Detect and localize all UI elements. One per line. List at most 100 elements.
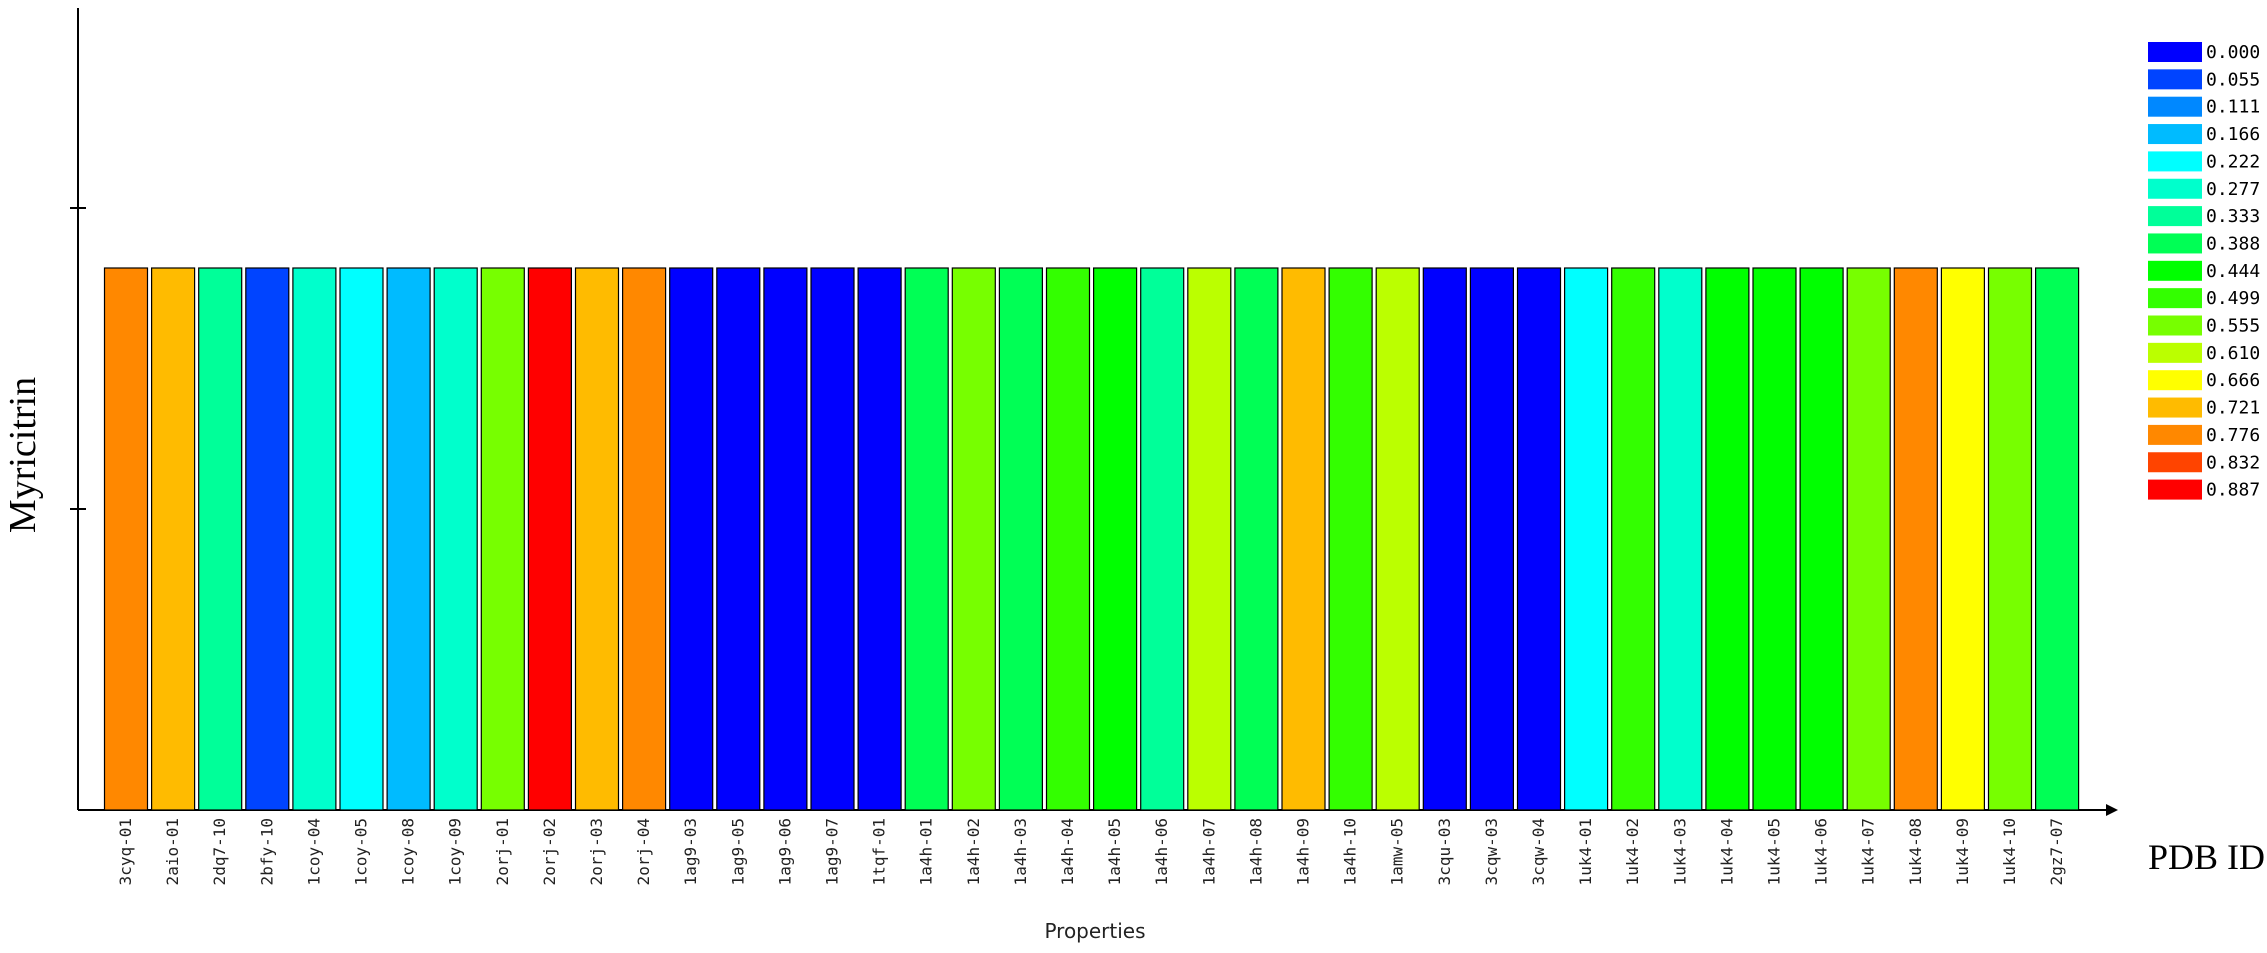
- x-tick-label: 1uk4-09: [1953, 818, 1972, 885]
- legend-swatch: [2148, 96, 2202, 117]
- x-tick-label: 1uk4-06: [1812, 818, 1831, 885]
- legend-swatch: [2148, 397, 2202, 418]
- y-axis-title: Myricitrin: [2, 377, 44, 533]
- bars: [103, 267, 2080, 811]
- x-tick-label: 2aio-01: [163, 818, 182, 885]
- legend-swatch: [2148, 452, 2202, 473]
- x-axis-title: PDB ID: [2148, 837, 2265, 877]
- legend-swatch: [2148, 151, 2202, 172]
- bar: [716, 267, 761, 811]
- bar: [998, 267, 1044, 811]
- bar: [2034, 267, 2080, 811]
- x-tick-label: 1a4h-06: [1152, 818, 1171, 885]
- legend-swatch: [2148, 124, 2202, 145]
- x-tick-label: 1a4h-02: [964, 818, 983, 885]
- bar: [480, 267, 525, 811]
- x-tick-label: 1uk4-07: [1859, 818, 1878, 885]
- bar: [1987, 267, 2033, 811]
- legend-swatch: [2148, 479, 2202, 500]
- legend-swatch: [2148, 260, 2202, 281]
- x-tick-label: 3cyq-01: [116, 818, 135, 885]
- x-tick-label: 1coy-05: [352, 818, 371, 885]
- legend-swatch: [2148, 42, 2202, 62]
- x-tick-label: 1uk4-10: [2000, 818, 2019, 885]
- bar: [1234, 267, 1279, 811]
- x-tick-label: 2gz7-07: [2047, 818, 2066, 885]
- x-tick-label: 3cqw-03: [1482, 818, 1501, 885]
- x-tick-label: 2orj-04: [634, 818, 653, 885]
- legend-label: 0.499: [2206, 288, 2260, 309]
- bar: [1328, 267, 1373, 811]
- bar: [292, 267, 337, 811]
- x-tick-label: 1coy-09: [446, 818, 465, 885]
- x-tick-label: 1uk4-03: [1670, 818, 1689, 885]
- x-tick-label: 1amw-05: [1388, 818, 1407, 885]
- legend-label: 0.055: [2206, 69, 2260, 90]
- x-axis-subtitle: Properties: [1044, 919, 1145, 943]
- bar: [1469, 267, 1515, 811]
- x-tick-label: 1uk4-05: [1765, 818, 1784, 885]
- x-tick-label: 1coy-08: [399, 818, 418, 885]
- legend-swatch: [2148, 178, 2202, 199]
- legend-swatch: [2148, 206, 2202, 227]
- bar: [1940, 267, 1986, 811]
- bar: [621, 267, 667, 811]
- x-tick-label: 1uk4-04: [1717, 818, 1736, 885]
- x-tick-label: 1a4h-05: [1105, 818, 1124, 885]
- x-tick-label: 2orj-02: [540, 818, 559, 885]
- x-axis-arrow: [2106, 804, 2118, 816]
- bar: [198, 267, 243, 811]
- x-tick-label: 1uk4-08: [1906, 818, 1925, 885]
- color-legend: 0.000 0.055 0.111 0.166 0.222 0.277 0.333 0.388…: [2148, 42, 2260, 501]
- legend-label: 0.111: [2206, 97, 2260, 118]
- bar: [433, 267, 478, 811]
- bar: [103, 267, 149, 811]
- legend-label: 0.610: [2206, 343, 2260, 364]
- x-tick-label: 1ag9-03: [681, 818, 700, 885]
- x-tick-label: 1coy-04: [304, 818, 323, 885]
- x-tick-label: 2orj-01: [493, 818, 512, 885]
- x-tick-label: 1uk4-01: [1576, 818, 1595, 885]
- legend-swatch: [2148, 288, 2202, 309]
- x-tick-label: 1uk4-02: [1623, 818, 1642, 885]
- x-tick-label: 1a4h-01: [917, 818, 936, 885]
- x-tick-label: 1ag9-07: [823, 818, 842, 885]
- bar: [1140, 267, 1185, 811]
- x-tick-label: 3cqu-03: [1435, 818, 1454, 885]
- bar: [1705, 267, 1750, 811]
- bar: [810, 267, 855, 811]
- legend-swatch: [2148, 69, 2202, 90]
- bar: [151, 267, 196, 811]
- x-tick-label: 1a4h-09: [1294, 818, 1313, 885]
- bar: [245, 267, 290, 811]
- legend-label: 0.222: [2206, 151, 2260, 172]
- bar: [1799, 267, 1844, 811]
- bar: [527, 267, 573, 811]
- bar: [1375, 267, 1420, 811]
- x-tick-label: 1ag9-06: [775, 818, 794, 885]
- bar: [1187, 267, 1232, 811]
- x-tick-label: 1tqf-01: [870, 818, 889, 885]
- x-tick-label: 2dq7-10: [210, 818, 229, 885]
- bar: [669, 267, 714, 811]
- bar: [1611, 267, 1656, 811]
- x-tick-labels: 3cyq-01 2aio-01 2dq7-10 2bfy-10 1coy-04 1coy-…: [116, 818, 2066, 885]
- bar: [1422, 267, 1467, 811]
- x-tick-label: 1a4h-08: [1246, 818, 1265, 885]
- bar: [1893, 267, 1938, 811]
- x-tick-label: 2orj-03: [587, 818, 606, 885]
- legend-label: 0.000: [2206, 42, 2260, 63]
- bar: [1658, 267, 1703, 811]
- bar: [763, 267, 808, 811]
- bar: [339, 267, 384, 811]
- x-tick-label: 1a4h-04: [1058, 818, 1077, 885]
- bar: [1516, 267, 1562, 811]
- legend-swatch: [2148, 370, 2202, 391]
- legend-label: 0.832: [2206, 452, 2260, 473]
- legend-label: 0.333: [2206, 206, 2260, 227]
- x-tick-label: 1ag9-05: [728, 818, 747, 885]
- bar: [904, 267, 949, 811]
- legend-swatch: [2148, 315, 2202, 336]
- legend-label: 0.666: [2206, 370, 2260, 391]
